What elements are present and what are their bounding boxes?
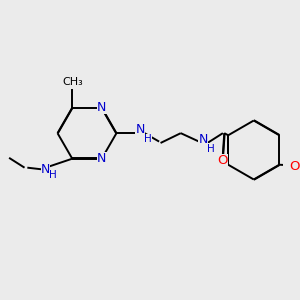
Text: N: N bbox=[199, 133, 208, 146]
Text: N: N bbox=[136, 123, 145, 136]
Text: N: N bbox=[97, 152, 106, 165]
Text: O: O bbox=[218, 154, 228, 167]
Text: H: H bbox=[49, 170, 57, 180]
Text: N: N bbox=[97, 101, 106, 114]
Text: O: O bbox=[290, 160, 300, 172]
Text: H: H bbox=[144, 134, 152, 144]
Text: N: N bbox=[41, 164, 50, 176]
Text: CH₃: CH₃ bbox=[62, 76, 82, 86]
Text: H: H bbox=[207, 144, 215, 154]
